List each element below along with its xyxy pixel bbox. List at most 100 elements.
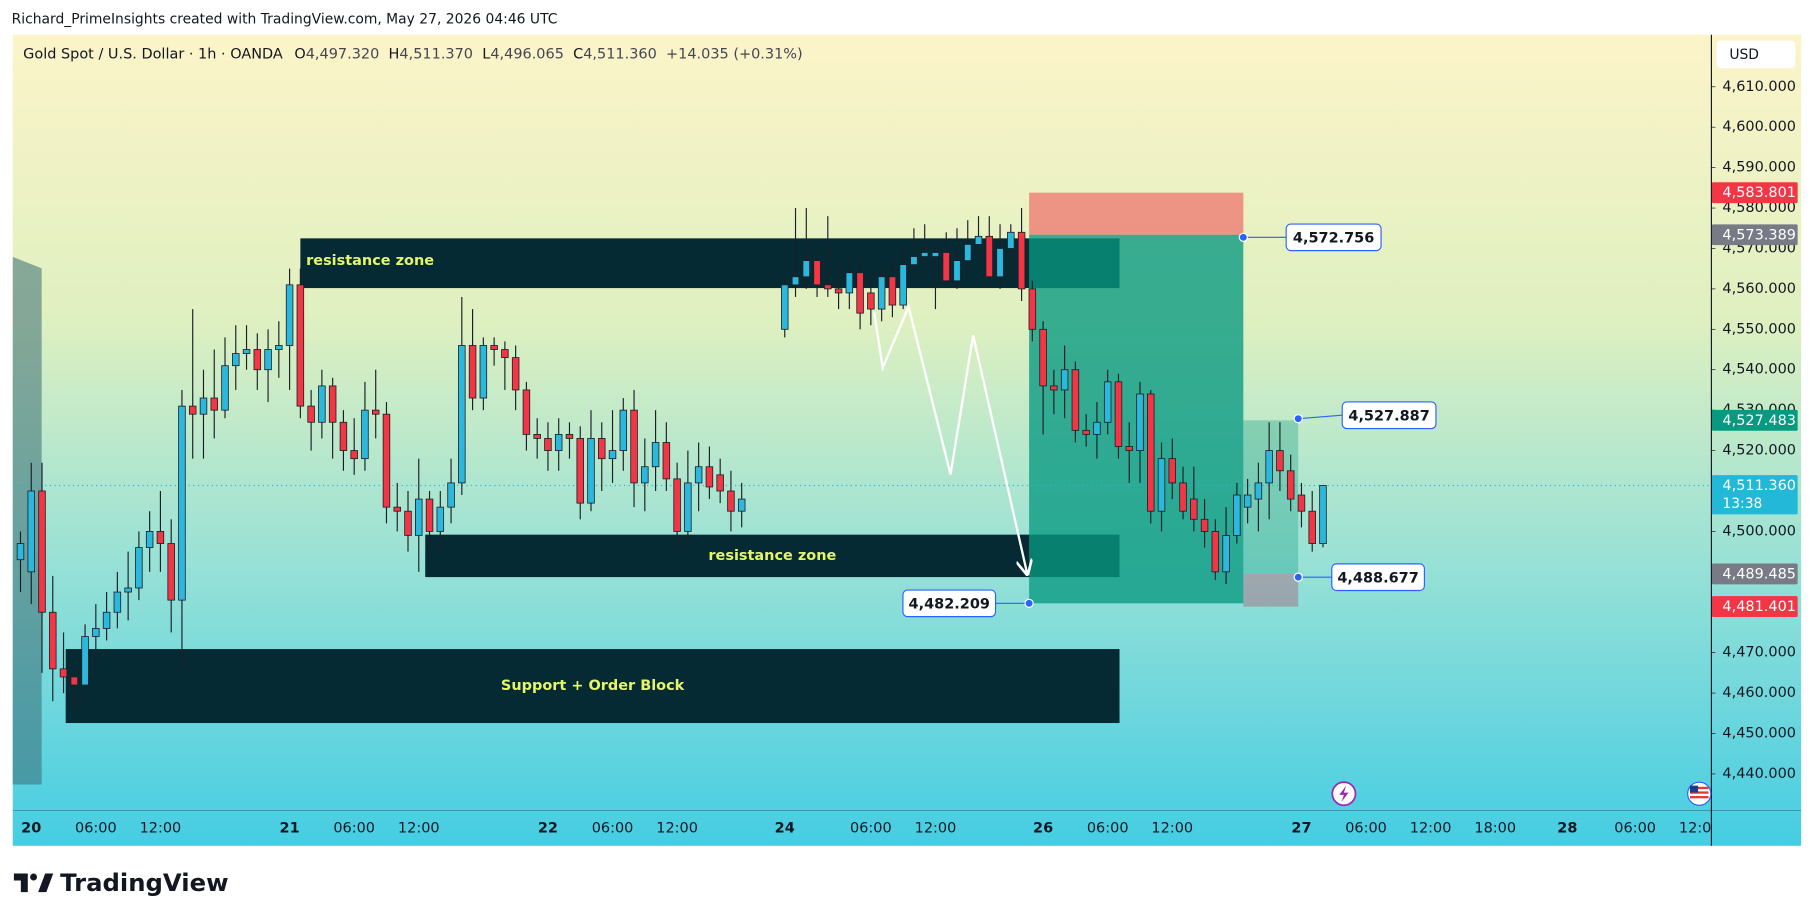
price-badge: [1711, 596, 1798, 618]
x-tick-label: 20: [21, 820, 41, 836]
candle-body: [479, 345, 488, 399]
candle-body: [328, 385, 337, 423]
candle-body: [630, 409, 638, 484]
projection-path: [872, 303, 1027, 573]
flag-icon[interactable]: [1687, 781, 1712, 806]
x-tick-label: 18:00: [1474, 820, 1516, 836]
candle-body: [490, 345, 498, 350]
price-countdown: 13:38: [1722, 496, 1762, 512]
callout-label: 4,488.677: [1337, 570, 1418, 586]
candle-body: [296, 284, 305, 407]
callout-point[interactable]: [1238, 232, 1248, 242]
x-tick-label: 06:00: [592, 820, 634, 836]
candle-body: [877, 276, 886, 310]
symbol: Gold Spot / U.S. Dollar · 1h · OANDA: [23, 46, 283, 62]
candle-body: [210, 397, 218, 411]
candle-body: [974, 235, 983, 245]
candle-body: [576, 438, 584, 504]
candle-body: [920, 252, 929, 257]
currency-button[interactable]: [1716, 40, 1796, 69]
position-lower: [1029, 234, 1244, 604]
candle-body: [393, 506, 401, 512]
candle-body: [1136, 393, 1144, 451]
x-tick-label: 12:00: [398, 820, 440, 836]
alert-icon[interactable]: [1331, 781, 1357, 807]
callout-connector: [1298, 414, 1343, 420]
candle-body: [199, 397, 208, 415]
callout-point[interactable]: [1024, 598, 1034, 608]
x-tick-label: 12:00: [915, 820, 957, 836]
candle-body: [436, 506, 445, 532]
candle-body: [339, 421, 348, 451]
currency-label: USD: [1729, 47, 1759, 63]
callout-point[interactable]: [1293, 414, 1303, 424]
candle-body: [1017, 231, 1026, 290]
candle-body: [1007, 231, 1015, 249]
candle-body: [662, 442, 671, 480]
candle-body: [619, 409, 628, 451]
candle-body: [264, 349, 272, 371]
candle-body: [834, 288, 843, 294]
x-tick-label: 12:00: [1410, 820, 1452, 836]
candle-body: [1103, 381, 1112, 423]
zone-label: Support + Order Block: [501, 678, 685, 694]
candle-body: [156, 531, 165, 544]
candle-body: [565, 433, 574, 439]
price-badge-label: 4,511.360: [1722, 478, 1796, 494]
candle-body: [70, 676, 79, 686]
candle-body: [167, 543, 175, 601]
candle-body: [253, 349, 262, 371]
brand-name: TradingView: [60, 868, 228, 897]
x-tick-label: 12:00: [140, 820, 182, 836]
shaded-band: [12, 256, 42, 785]
zone-label: resistance zone: [306, 253, 434, 269]
candle-body: [856, 272, 864, 314]
ohlc-value: 4,511.360: [583, 46, 657, 62]
candle-body: [1082, 429, 1090, 435]
candle-body: [38, 490, 46, 613]
candle-body: [684, 482, 692, 532]
candle-body: [737, 498, 746, 512]
candle-body: [102, 611, 111, 629]
callout-label: 4,482.209: [909, 596, 990, 612]
ohlc-value: 4,511.370: [399, 46, 473, 62]
candle-body: [382, 413, 391, 508]
candle-body: [1114, 381, 1123, 447]
y-tick-label: 4,440.000: [1722, 766, 1796, 782]
zone-label: resistance zone: [708, 548, 836, 564]
candle-body: [232, 353, 240, 367]
candle-body: [16, 543, 25, 561]
ohlc-prefix: C: [573, 46, 583, 62]
x-tick-label: 06:00: [75, 820, 117, 836]
candle-body: [361, 409, 369, 460]
candle-body: [92, 628, 100, 637]
callout-point[interactable]: [1293, 572, 1303, 582]
candle-body: [285, 284, 294, 346]
candle-body: [81, 636, 89, 686]
candle-body: [178, 405, 186, 601]
candle-body: [673, 478, 681, 532]
callout-box: [902, 589, 997, 618]
candle-body: [371, 409, 380, 415]
candle-body: [1286, 470, 1295, 500]
candle-body: [554, 433, 563, 451]
callout-box: [1341, 401, 1437, 430]
y-tick-label: 4,450.000: [1722, 726, 1796, 742]
candle-body: [307, 405, 315, 423]
change: +14.035 (+0.31%): [666, 46, 803, 62]
candle-body: [458, 345, 466, 484]
x-tick-label: 27: [1291, 820, 1311, 836]
candle-body: [651, 442, 660, 468]
candle-body: [953, 260, 961, 282]
legend: Gold Spot / U.S. Dollar · 1h · OANDA O4,…: [23, 46, 803, 62]
candle-body: [1211, 531, 1220, 573]
candle-body: [845, 272, 854, 294]
candle-body: [318, 385, 326, 423]
candle-body: [1319, 485, 1327, 544]
candle-body: [791, 276, 800, 286]
candle-body: [1200, 518, 1209, 532]
price-badge-label: 4,583.801: [1722, 185, 1796, 201]
candle-body: [1060, 369, 1069, 391]
price-badge: [1711, 182, 1798, 204]
